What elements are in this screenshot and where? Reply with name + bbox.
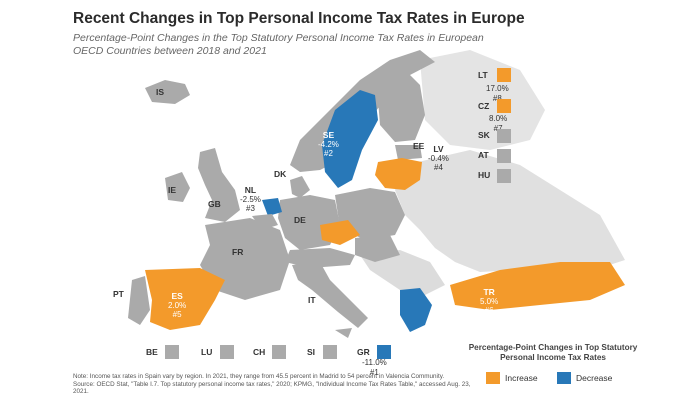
region-balkans <box>360 250 445 295</box>
legend-label-increase: Increase <box>505 373 538 383</box>
side-code-at: AT <box>478 150 489 160</box>
map-subtitle: Percentage-Point Changes in the Top Stat… <box>73 32 484 57</box>
region-eastern-europe <box>395 150 625 272</box>
label-lv: LV -0.4% #4 <box>428 144 449 173</box>
side-swatch-sk <box>497 129 511 143</box>
side-swatch-hu <box>497 169 511 183</box>
country-dk <box>290 176 310 198</box>
side-value-cz: 8.0% #7 <box>489 114 508 133</box>
country-it <box>292 262 368 328</box>
label-it: IT <box>308 295 316 305</box>
label-ee: EE <box>413 141 425 151</box>
side-code-sk: SK <box>478 130 490 140</box>
country-ee <box>395 145 422 160</box>
source-note: Note: Income tax rates in Spain vary by … <box>73 373 473 396</box>
country-is <box>145 80 190 104</box>
label-es: ES 2.0% #5 <box>168 291 187 320</box>
country-gr <box>400 288 432 332</box>
country-be <box>252 214 278 230</box>
map-title: Recent Changes in Top Personal Income Ta… <box>73 10 525 27</box>
label-tr: TR 5.0% #6 <box>480 287 499 316</box>
label-fr: FR <box>232 247 244 257</box>
country-se <box>322 90 378 188</box>
side-code-lt: LT <box>478 70 488 80</box>
label-dk: DK <box>274 169 287 179</box>
side-swatch-lt <box>497 68 511 82</box>
country-pt <box>128 276 150 325</box>
legend-swatch-increase <box>486 372 500 384</box>
bottom-swatch-be <box>165 345 179 359</box>
country-at-ch <box>285 248 355 268</box>
side-code-hu: HU <box>478 170 491 180</box>
side-value-lt: 17.0% #8 <box>486 84 509 103</box>
bottom-code-gr: GR <box>357 347 370 357</box>
country-sk-hu <box>355 235 400 262</box>
country-gb <box>198 148 240 222</box>
country-tr <box>450 262 625 310</box>
country-lv-lt <box>375 158 422 190</box>
legend-label-decrease: Decrease <box>576 373 613 383</box>
label-se: SE -4.2% #2 <box>318 130 339 159</box>
side-code-cz: CZ <box>478 101 490 111</box>
note-line-2: Source: OECD Stat, "Table I.7. Top statu… <box>73 380 471 396</box>
country-cz <box>320 220 360 245</box>
bottom-swatch-ch <box>272 345 286 359</box>
legend-title: Percentage-Point Changes in Top Statutor… <box>468 343 638 362</box>
country-it-sicily <box>335 328 352 338</box>
country-es <box>145 268 225 330</box>
note-line-1: Note: Income tax rates in Spain vary by … <box>73 373 445 380</box>
bottom-code-be: BE <box>146 347 158 357</box>
legend-swatch-decrease <box>557 372 571 384</box>
bottom-swatch-lu <box>220 345 234 359</box>
label-pt: PT <box>113 289 124 299</box>
side-swatch-cz <box>497 99 511 113</box>
bottom-swatch-gr <box>377 345 391 359</box>
bottom-value-gr: -11.0% #1 <box>362 358 387 377</box>
label-is: IS <box>156 87 165 97</box>
label-nl: NL -2.5% #3 <box>240 185 261 214</box>
country-ie <box>165 172 190 202</box>
label-gb: GB <box>208 199 221 209</box>
country-fi <box>378 70 425 142</box>
label-de: DE <box>294 215 306 225</box>
bottom-code-si: SI <box>307 347 316 357</box>
country-nl <box>262 198 282 216</box>
bottom-code-ch: CH <box>253 347 266 357</box>
label-ie: IE <box>168 185 177 195</box>
side-swatch-at <box>497 149 511 163</box>
region-russia-north <box>420 50 545 150</box>
bottom-code-lu: LU <box>201 347 213 357</box>
bottom-swatch-si <box>323 345 337 359</box>
